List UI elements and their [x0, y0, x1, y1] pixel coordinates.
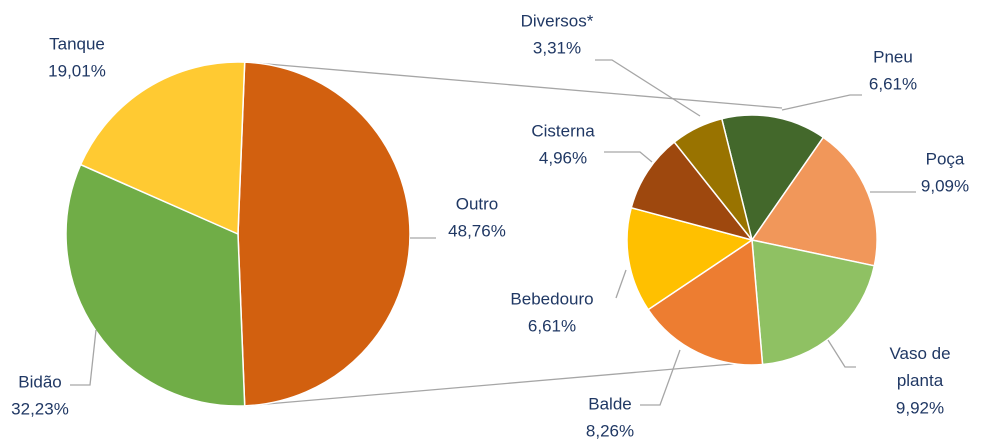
slice-value-label: 9,09% [921, 176, 969, 195]
pie-slice [720, 114, 825, 242]
slice-value-label: 8,26% [586, 421, 634, 440]
slice-value-label: 4,96% [539, 148, 587, 167]
slice-value-label: 3,31% [533, 38, 581, 57]
leader-line [781, 94, 862, 111]
slice-label: Poça [926, 149, 965, 168]
slice-label: Vaso de planta [889, 344, 950, 390]
pie-slice [630, 141, 754, 242]
leader-line [595, 59, 701, 117]
leader-line [827, 339, 856, 368]
pie-slice [673, 117, 753, 241]
slice-label: Bidão [18, 372, 61, 391]
labels: Outro 48,76% Bidão 32,23% Tanque 19,01% Pneu 6,… [11, 11, 969, 440]
slice-label: Bebedouro [510, 289, 593, 308]
slice-value-label: 9,92% [896, 398, 944, 417]
pie-slice [237, 61, 411, 407]
pie-slice [626, 206, 754, 311]
slice-value-label: 6,61% [869, 74, 917, 93]
slice-label: Pneu [873, 47, 913, 66]
slice-value-label: 32,23% [11, 399, 69, 418]
slices [65, 61, 878, 407]
connector-line [243, 361, 757, 407]
connector-line [243, 61, 783, 109]
slice-label: Cisterna [531, 121, 595, 140]
slice-value-label: 48,76% [448, 221, 506, 240]
slice-label: Diversos* [521, 11, 594, 30]
pie-slice [647, 238, 764, 366]
leader-line [640, 349, 681, 406]
pie-slice [750, 136, 878, 267]
leader-line [604, 151, 653, 163]
slice-label: Outro [456, 194, 499, 213]
leader-line [70, 329, 97, 386]
pie-slice [751, 239, 876, 366]
slice-value-label: 6,61% [528, 316, 576, 335]
slice-label: Tanque [49, 34, 105, 53]
slice-label: Balde [588, 394, 631, 413]
slice-value-label: 19,01% [48, 61, 106, 80]
pie-slice [79, 61, 246, 236]
leader-line [615, 269, 627, 299]
